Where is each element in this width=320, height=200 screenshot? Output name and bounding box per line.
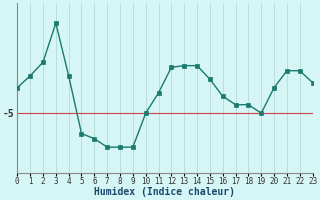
X-axis label: Humidex (Indice chaleur): Humidex (Indice chaleur): [94, 187, 236, 197]
